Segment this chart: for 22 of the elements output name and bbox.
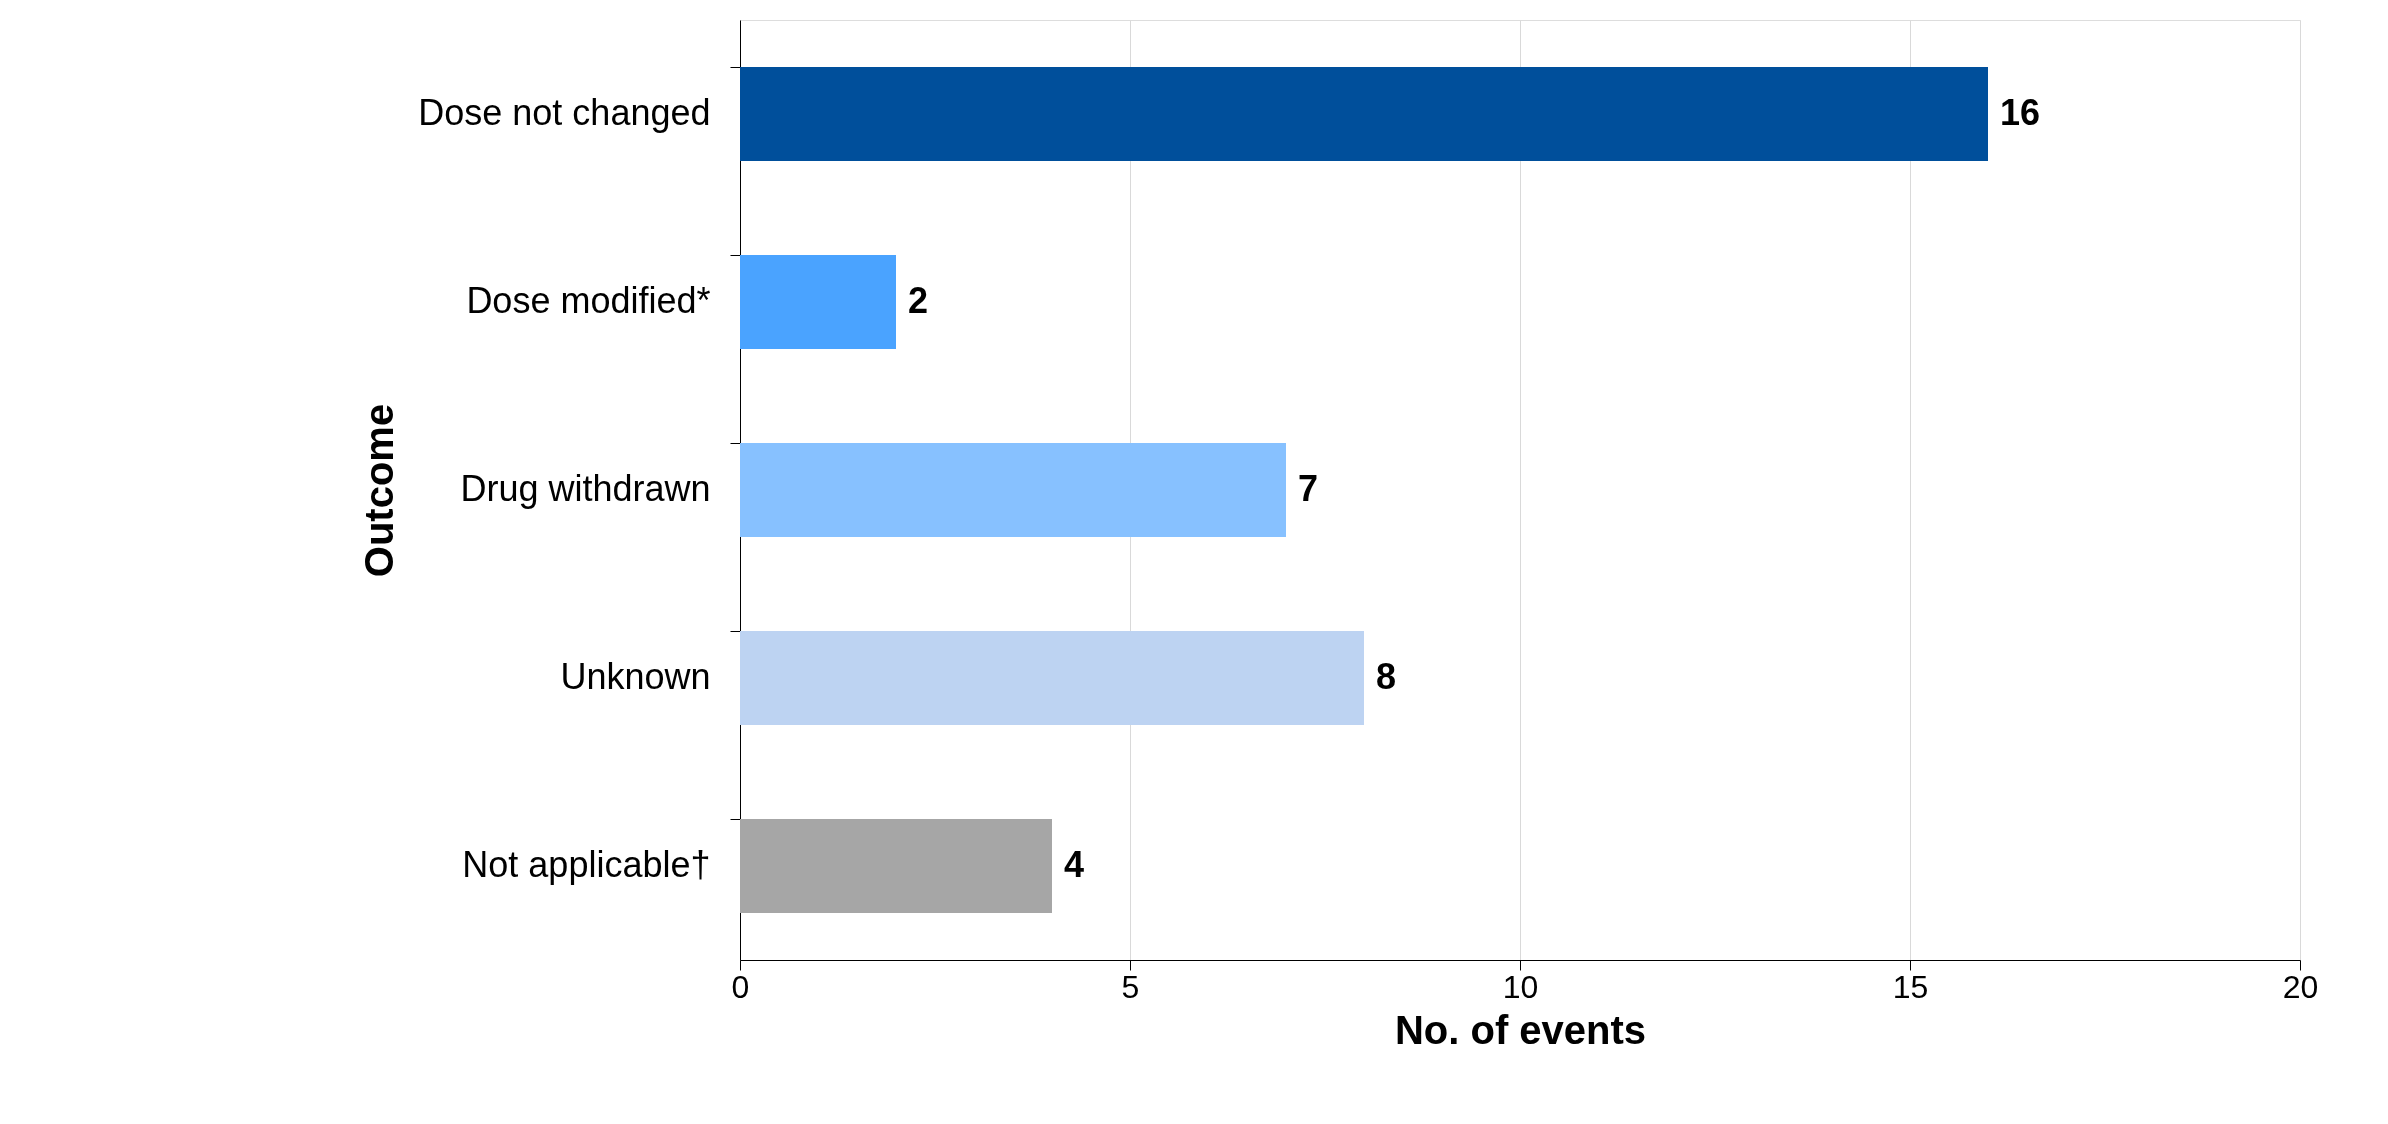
y-tick-label: Unknown bbox=[560, 656, 711, 697]
y-tick-label: Drug withdrawn bbox=[460, 468, 711, 509]
x-tick-label: 5 bbox=[1121, 968, 1140, 1005]
x-tick-label: 10 bbox=[1502, 968, 1539, 1005]
bar bbox=[740, 67, 1988, 161]
y-tick-label: Dose modified* bbox=[466, 280, 711, 321]
x-axis-title: No. of events bbox=[1394, 1007, 1647, 1052]
y-tick-label: Not applicable† bbox=[462, 844, 711, 885]
bar bbox=[740, 631, 1364, 725]
data-label: 7 bbox=[1298, 468, 1319, 509]
bar bbox=[740, 819, 1052, 913]
y-axis-title: Outcome bbox=[356, 403, 401, 578]
x-tick-label: 0 bbox=[731, 968, 750, 1005]
x-tick-label: 20 bbox=[2282, 968, 2319, 1005]
data-label: 8 bbox=[1376, 656, 1397, 697]
y-tick-label: Dose not changed bbox=[418, 92, 711, 133]
bar bbox=[740, 443, 1286, 537]
x-tick-label: 15 bbox=[1892, 968, 1929, 1005]
data-label: 4 bbox=[1064, 844, 1085, 885]
bar bbox=[740, 255, 896, 349]
data-label: 16 bbox=[2000, 92, 2041, 133]
data-label: 2 bbox=[908, 280, 929, 321]
